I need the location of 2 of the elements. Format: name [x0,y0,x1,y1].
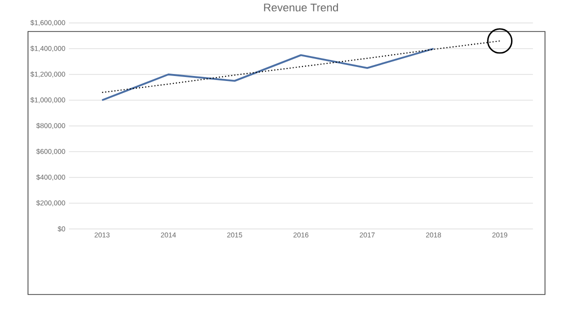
chart-title: Revenue Trend [264,4,338,12]
line-series [101,48,434,102]
